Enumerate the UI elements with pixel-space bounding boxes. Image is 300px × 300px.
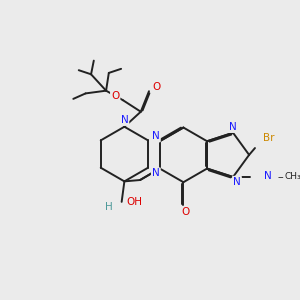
Text: O: O — [153, 82, 161, 92]
Text: N: N — [233, 177, 241, 187]
Text: CH₃: CH₃ — [284, 172, 300, 182]
Text: O: O — [111, 91, 119, 101]
Text: O: O — [181, 207, 190, 217]
Text: N: N — [121, 115, 128, 125]
Text: OH: OH — [126, 197, 142, 207]
Text: Br: Br — [263, 133, 274, 143]
Text: N: N — [264, 171, 272, 181]
Text: —: — — [278, 172, 287, 182]
Text: N: N — [152, 131, 160, 141]
Text: H: H — [105, 202, 113, 212]
Text: N: N — [229, 122, 237, 132]
Text: N: N — [152, 168, 160, 178]
